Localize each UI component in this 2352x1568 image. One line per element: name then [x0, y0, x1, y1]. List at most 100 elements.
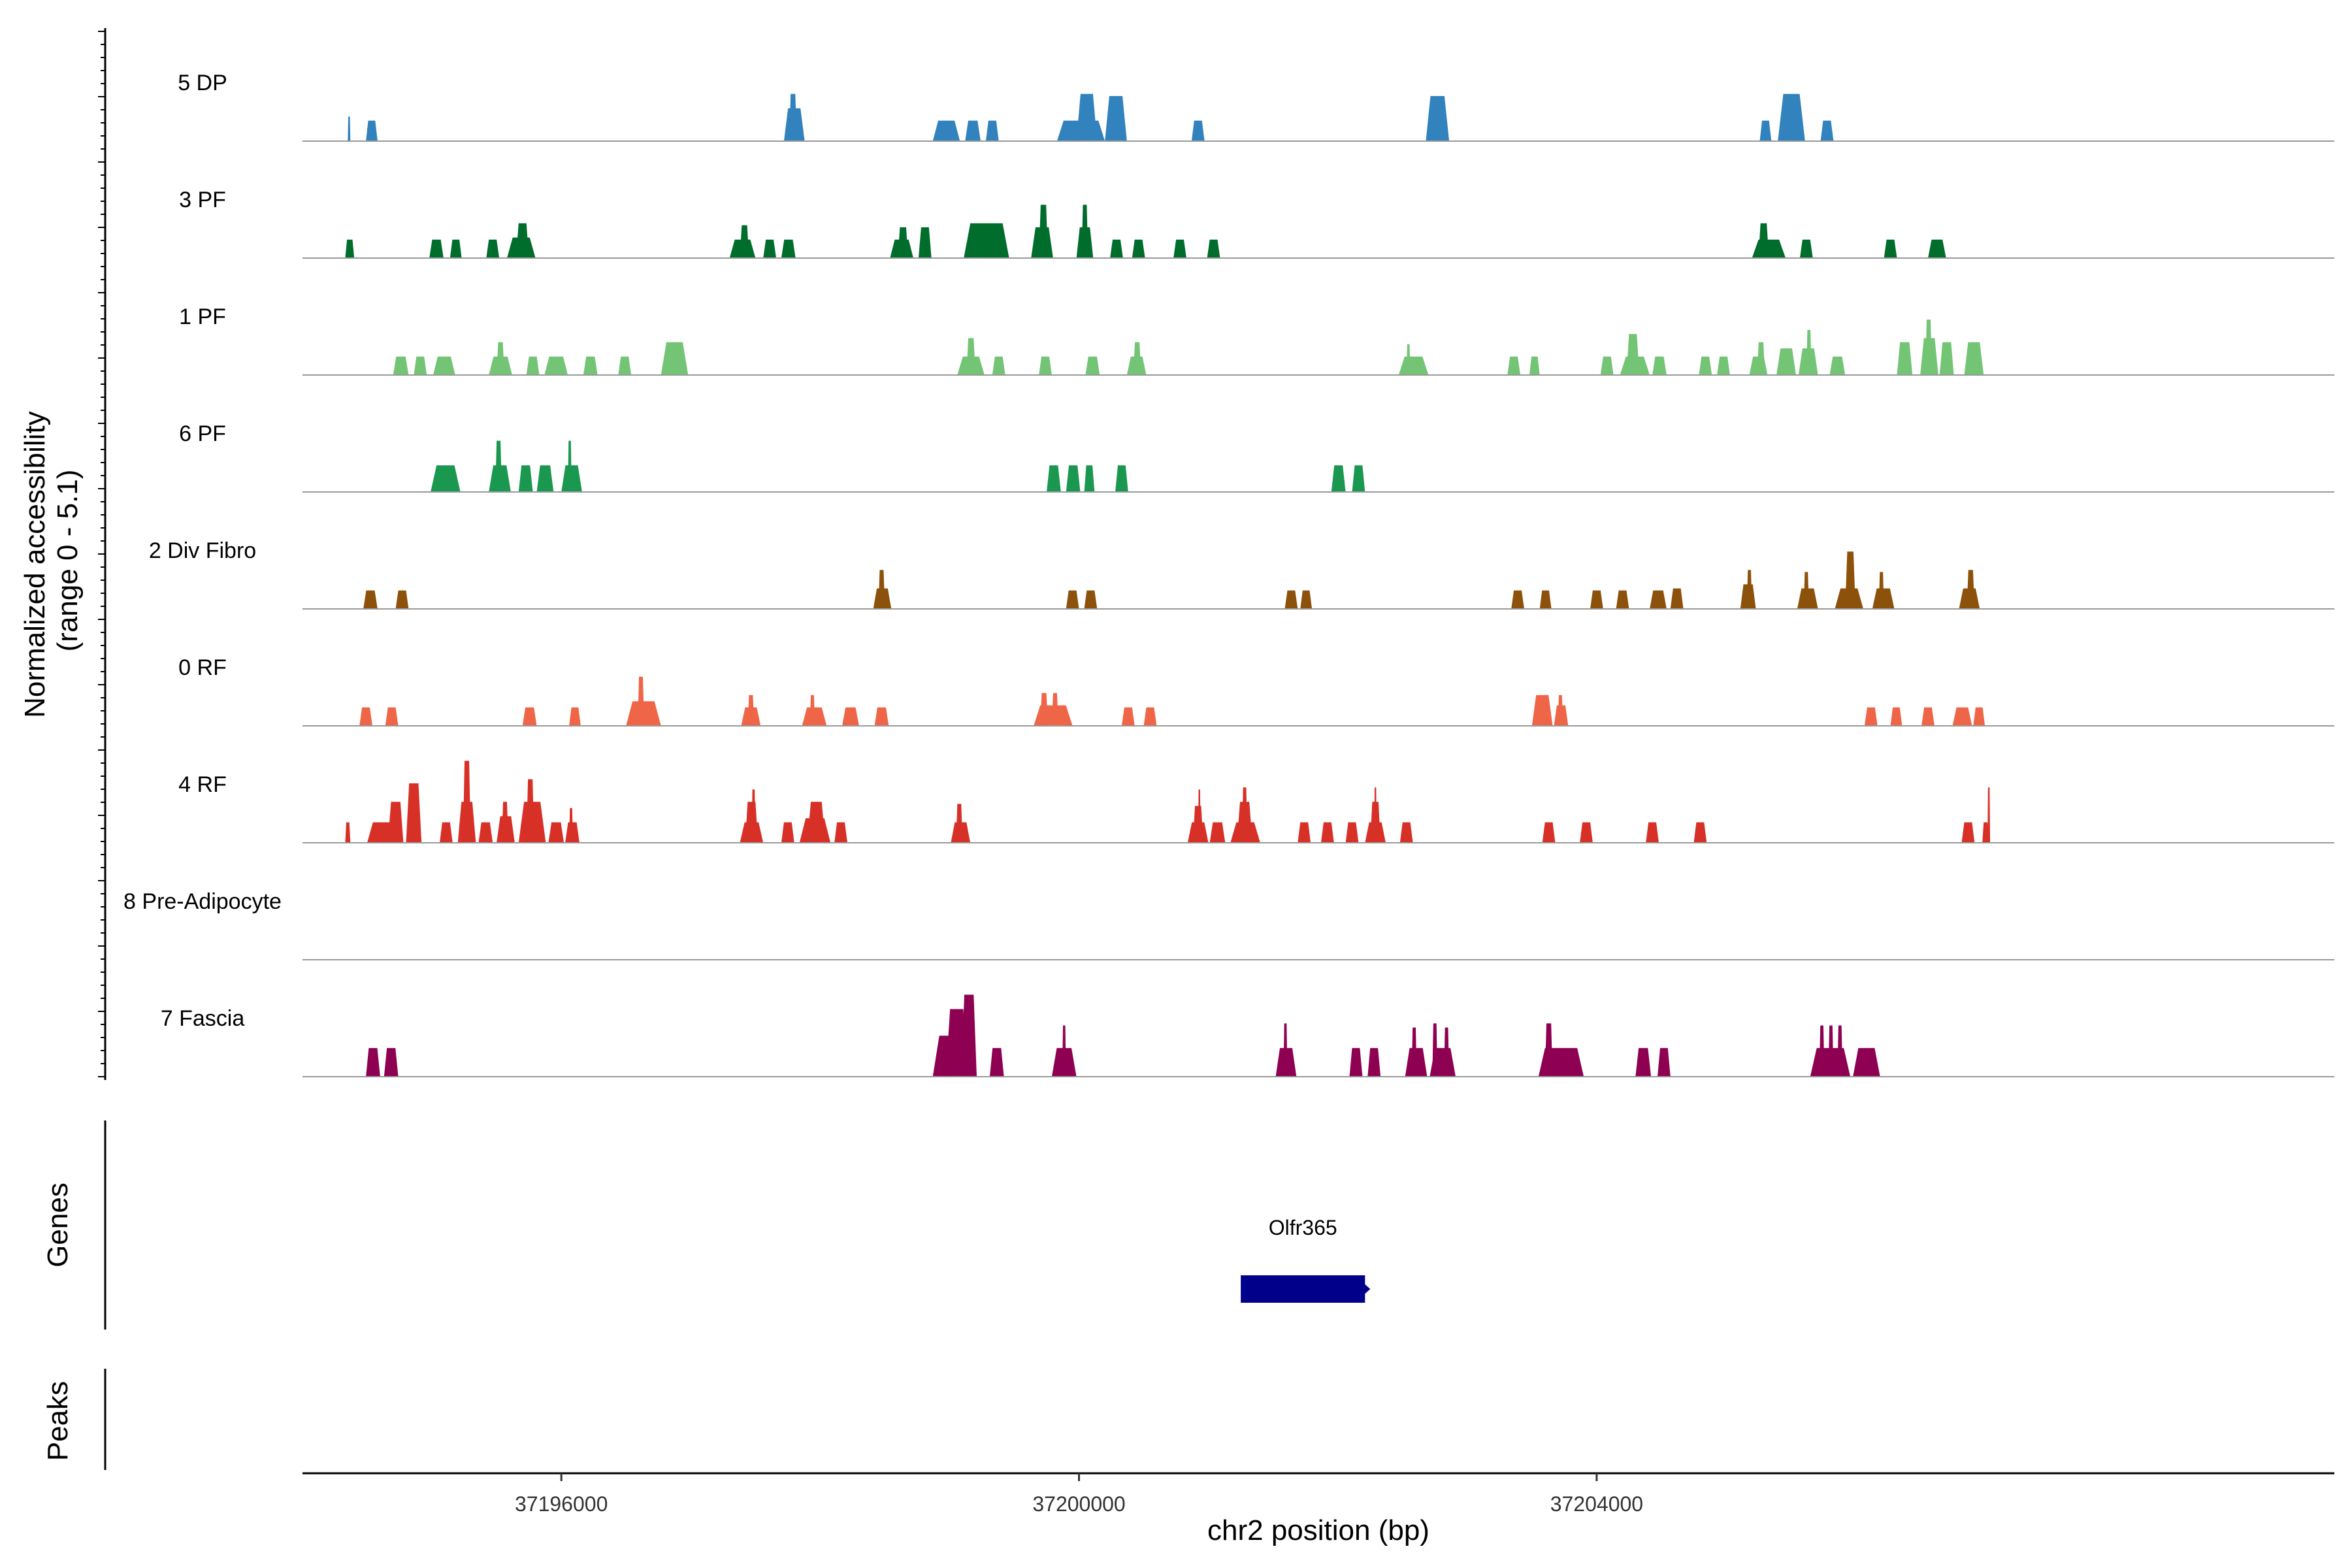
coverage-peak: [569, 808, 573, 843]
coverage-peak: [1507, 356, 1520, 375]
track-4-rf: 4 RF: [178, 760, 2334, 843]
coverage-peak: [1758, 223, 1769, 258]
coverage-peak: [638, 676, 644, 726]
track-7-fascia: 7 Fascia: [161, 994, 2334, 1077]
coverage-peak: [1652, 356, 1667, 375]
coverage-peak: [1828, 1025, 1834, 1077]
coverage-peak: [1084, 465, 1095, 492]
coverage-peak: [1987, 787, 1991, 843]
coverage-peak: [618, 356, 632, 375]
coverage-peak: [561, 465, 582, 492]
coverage-peak: [1066, 465, 1081, 492]
coverage-peak: [1066, 590, 1079, 609]
coverage-peak: [1864, 707, 1878, 726]
coverage-peak: [932, 120, 960, 141]
coverage-peak: [1321, 822, 1334, 843]
coverage-peak: [1191, 120, 1205, 141]
coverage-peak: [1921, 707, 1935, 726]
coverage-peak: [1539, 590, 1552, 609]
coverage-peak: [1837, 1025, 1843, 1077]
genes-track-label: Genes: [42, 1183, 74, 1267]
coverage-peak: [1110, 239, 1123, 258]
coverage-peak: [1973, 707, 1985, 726]
coverage-peak: [1925, 319, 1932, 375]
coverage-peak: [1646, 822, 1659, 843]
coverage-peak: [1432, 1023, 1438, 1077]
coverage-peak: [842, 707, 859, 726]
coverage-peak: [1829, 356, 1846, 375]
coverage-peak: [1897, 342, 1913, 375]
track-0-rf: 0 RF: [178, 655, 2334, 727]
coverage-peak: [809, 694, 815, 726]
coverage-peak: [1961, 822, 1975, 843]
coverage-peak: [366, 1048, 380, 1077]
coverage-peak: [1345, 822, 1359, 843]
coverage-peak: [414, 356, 427, 375]
coverage-peak: [1759, 120, 1772, 141]
coverage-peak: [384, 1048, 399, 1077]
coverage-peak: [366, 120, 378, 141]
coverage-peak: [1803, 572, 1809, 609]
coverage-peak: [956, 804, 963, 843]
coverage-peak: [1558, 694, 1563, 726]
track-label: 6 PF: [179, 421, 226, 446]
coverage-peak: [536, 465, 554, 492]
gene-annotations: Olfr365: [1241, 1216, 1371, 1303]
coverage-peak: [497, 342, 504, 375]
coverage-peak: [1967, 570, 1975, 609]
coverage-peak: [763, 239, 776, 258]
coverage-peak: [526, 356, 540, 375]
coverage-peak: [740, 225, 749, 258]
coverage-peak: [345, 239, 355, 258]
coverage-peak: [1600, 356, 1614, 375]
coverage-peak: [1399, 822, 1413, 843]
coverage-peak: [1081, 204, 1088, 258]
coverage-peak: [387, 802, 404, 843]
coverage-peak: [1198, 789, 1201, 843]
y-axis: [98, 28, 106, 1080]
coverage-peak: [478, 822, 493, 843]
coverage-peak: [1778, 93, 1805, 141]
coverage-peak: [1426, 96, 1450, 141]
genes-panel: Genes Olfr365: [42, 1120, 1371, 1330]
coverage-peak: [1076, 93, 1098, 141]
coverage-peak: [747, 694, 755, 726]
coverage-peak: [385, 707, 399, 726]
coverage-tracks: 5 DP 3 PF 1 PF 6 PF 2 Div Fibro 0 RF 4 RF 8 Pre…: [123, 71, 2334, 1077]
coverage-peak: [1133, 342, 1141, 375]
coverage-peak: [1616, 590, 1629, 609]
coverage-peak: [1717, 356, 1730, 375]
x-axis: 37196000 37200000 37204000: [302, 1472, 2334, 1516]
coverage-peak: [431, 465, 461, 492]
coverage-peak: [1580, 822, 1593, 843]
coverage-peak: [1398, 356, 1429, 375]
coverage-peak: [1173, 239, 1186, 258]
coverage-peak: [544, 356, 568, 375]
coverage-peak: [1529, 356, 1540, 375]
coverage-peak: [1890, 707, 1903, 726]
peaks-track-label: Peaks: [42, 1381, 74, 1461]
track-2-div-fibro: 2 Div Fibro: [149, 538, 2334, 610]
coverage-peak: [518, 465, 533, 492]
coverage-peak: [1746, 570, 1752, 609]
coverage-peak: [1635, 1048, 1652, 1077]
coverage-peak: [1939, 342, 1954, 375]
y-axis-title-line1: Normalized accessibility: [19, 411, 51, 717]
coverage-peak: [1964, 342, 1984, 375]
coverage-peak: [1132, 239, 1145, 258]
x-tick-label: 37200000: [1032, 1492, 1125, 1516]
coverage-peak: [548, 822, 564, 843]
coverage-peak: [359, 707, 372, 726]
coverage-peak: [1039, 204, 1048, 258]
coverage-peak: [569, 707, 581, 726]
track-label: 8 Pre-Adipocyte: [123, 889, 282, 914]
track-label: 2 Div Fibro: [149, 538, 256, 563]
coverage-peak: [989, 1048, 1004, 1077]
coverage-peak: [1207, 239, 1220, 258]
track-1-pf: 1 PF: [179, 304, 2334, 376]
coverage-peak: [1806, 330, 1812, 375]
coverage-peak: [807, 802, 826, 843]
x-axis-title: chr2 position (bp): [1207, 1514, 1429, 1546]
coverage-peak: [1352, 465, 1365, 492]
